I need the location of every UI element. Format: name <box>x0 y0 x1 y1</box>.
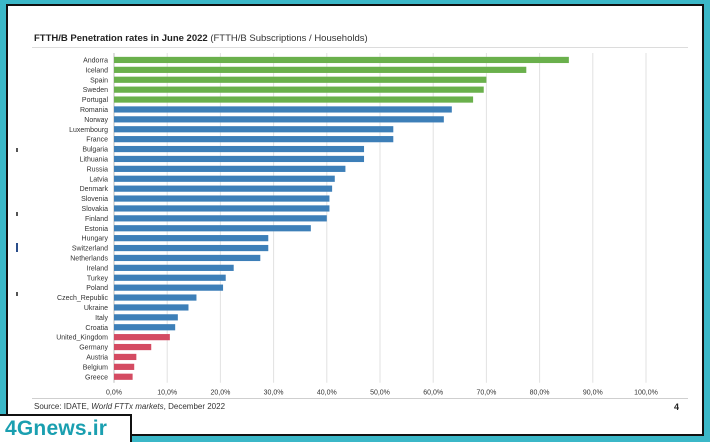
category-label: Switzerland <box>72 246 108 253</box>
bar <box>114 284 224 291</box>
category-label: Turkey <box>87 275 109 282</box>
category-label: Ukraine <box>84 305 108 312</box>
x-tick-label: 60,0% <box>423 390 443 397</box>
bar <box>114 225 311 232</box>
bar <box>114 205 330 212</box>
category-label: Romania <box>80 107 108 114</box>
side-marker <box>16 292 18 296</box>
bar <box>114 175 335 182</box>
category-label: Denmark <box>80 186 109 193</box>
bar <box>114 155 365 163</box>
category-label: Slovenia <box>81 196 108 203</box>
x-tick-label: 90,0% <box>583 390 603 397</box>
bar <box>114 343 152 351</box>
category-label: Hungary <box>82 236 109 243</box>
category-label: Latvia <box>89 176 108 183</box>
x-tick-label: 10,0% <box>157 390 177 397</box>
bar <box>114 294 197 301</box>
bar <box>114 56 569 64</box>
source-date: , December 2022 <box>163 402 226 411</box>
chart-title-sub: (FTTH/B Subscriptions / Households) <box>207 33 368 44</box>
bar <box>114 136 394 143</box>
bar <box>114 304 189 311</box>
source-prefix: Source: IDATE, <box>34 402 92 411</box>
x-tick-label: 50,0% <box>370 390 390 397</box>
side-marker <box>16 148 18 152</box>
category-label: Belgium <box>83 364 108 371</box>
x-tick-label: 40,0% <box>317 390 337 397</box>
bar <box>114 264 234 271</box>
x-tick-label: 20,0% <box>210 390 230 397</box>
bar <box>114 235 269 242</box>
x-tick-label: 100,0% <box>634 390 658 397</box>
category-label: Netherlands <box>70 255 108 262</box>
category-label: Germany <box>79 345 108 352</box>
x-tick-label: 30,0% <box>264 390 284 397</box>
bar <box>114 373 133 380</box>
source-note: Source: IDATE, World FTTx markets, Decem… <box>34 402 225 411</box>
category-label: Czech_Republic <box>57 295 108 302</box>
category-label: Croatia <box>85 325 108 332</box>
watermark-logo: 4Gnews.ir <box>5 417 108 440</box>
category-label: Iceland <box>85 67 108 74</box>
title-divider <box>32 47 688 48</box>
side-marker <box>16 243 18 252</box>
bar <box>114 324 176 331</box>
category-label: Andorra <box>83 57 108 64</box>
chart-title-main: FTTH/B Penetration rates in June 2022 <box>34 33 208 44</box>
category-label: Norway <box>84 117 108 124</box>
category-label: Sweden <box>83 87 108 94</box>
category-label: Slovakia <box>82 206 109 213</box>
bar <box>114 116 444 123</box>
category-label: Poland <box>86 285 108 292</box>
bar <box>114 314 178 321</box>
source-publication: World FTTx markets <box>91 402 164 411</box>
bar <box>114 106 452 113</box>
bar <box>114 66 527 73</box>
bar <box>114 165 346 172</box>
category-label: Luxembourg <box>69 127 108 134</box>
footer-divider <box>32 398 688 399</box>
bar <box>114 334 170 341</box>
bar <box>114 145 365 153</box>
bar <box>114 215 327 222</box>
category-label: Finland <box>85 216 108 223</box>
chart-title: FTTH/B Penetration rates in June 2022 (F… <box>34 33 368 44</box>
x-tick-label: 0,0% <box>106 390 122 397</box>
bar <box>114 254 261 262</box>
category-label: Estonia <box>85 226 108 233</box>
bar <box>114 76 487 83</box>
bar <box>114 185 333 192</box>
x-tick-label: 70,0% <box>476 390 496 397</box>
category-label: Russia <box>87 166 109 173</box>
category-label: Lithuania <box>80 156 109 163</box>
category-label: United_Kingdom <box>56 335 108 342</box>
category-label: Austria <box>86 354 108 361</box>
category-label: Italy <box>95 315 108 322</box>
bar <box>114 363 135 370</box>
page-number: 4 <box>674 402 680 412</box>
category-label: Greece <box>85 374 108 381</box>
category-label: France <box>86 137 108 144</box>
bar <box>114 195 330 202</box>
x-tick-label: 80,0% <box>530 390 550 397</box>
bar <box>114 96 474 103</box>
bar <box>114 126 394 133</box>
watermark-box: 4Gnews.ir <box>0 414 132 442</box>
bar <box>114 86 484 93</box>
bar <box>114 274 226 281</box>
side-marker <box>16 212 18 216</box>
category-label: Bulgaria <box>82 147 108 154</box>
category-label: Portugal <box>82 97 109 104</box>
category-label: Ireland <box>87 265 109 272</box>
category-label: Spain <box>90 77 108 84</box>
bar <box>114 244 269 252</box>
bar <box>114 353 137 361</box>
